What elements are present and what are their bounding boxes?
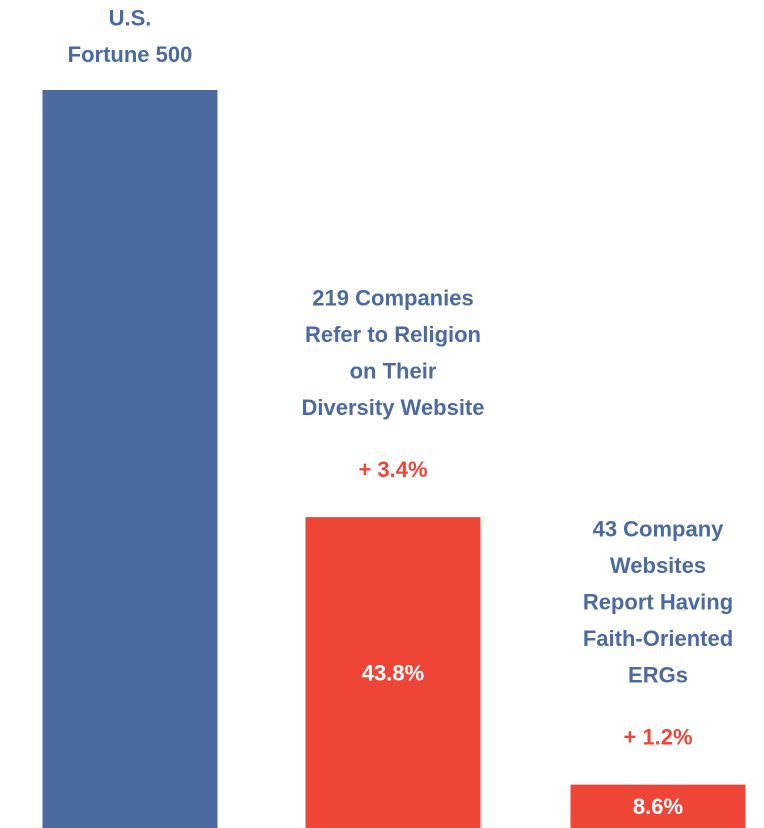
category-label: Report Having [583,589,733,614]
category-label: 43 Company [593,516,725,541]
category-label: ERGs [628,662,688,687]
category-label: Refer to Religion [305,322,481,347]
category-label: Websites [610,553,706,578]
value-label: 43.8% [362,660,424,685]
change-label: + 3.4% [358,457,427,482]
category-label: Faith-Oriented [583,626,733,651]
bar [305,517,481,828]
category-label: 219 Companies [312,285,473,310]
change-label: + 1.2% [623,724,692,749]
bar [42,90,218,828]
category-label: Diversity Website [301,395,484,420]
category-label: U.S. [109,5,152,30]
bar [570,784,746,828]
value-label: 8.6% [633,794,683,819]
category-label: Fortune 500 [68,42,193,67]
category-label: on Their [350,358,437,383]
